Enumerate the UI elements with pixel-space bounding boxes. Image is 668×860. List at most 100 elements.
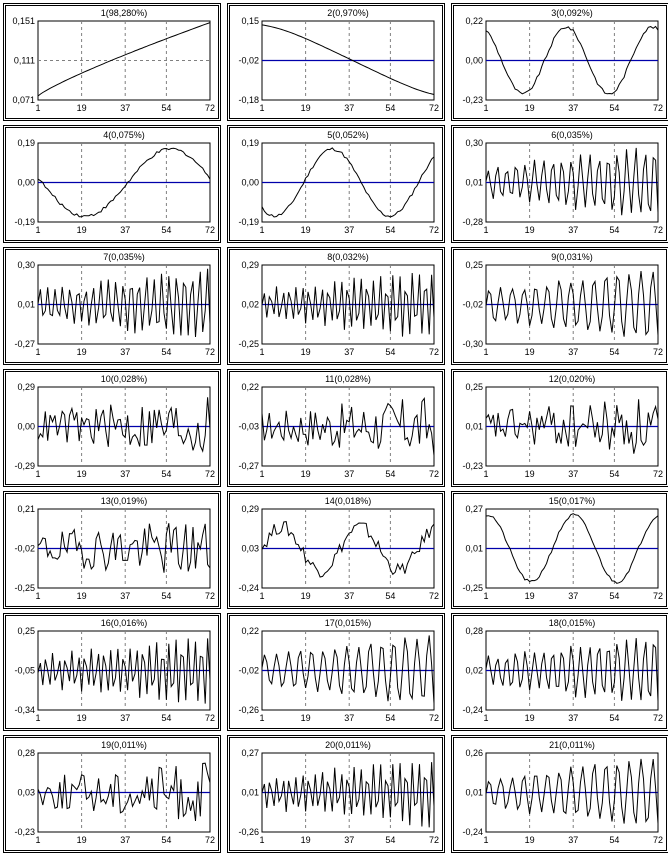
x-tick-label: 54 — [385, 835, 395, 845]
chart-title: 9(0,031%) — [551, 252, 593, 262]
x-tick-label: 37 — [120, 835, 130, 845]
chart-panel: 12(0,020%) 0,25 0,01 -0,23 1 19 37 54 72 — [451, 369, 668, 487]
y-tick-label: 0,01 — [465, 422, 483, 432]
chart-title: 5(0,052%) — [327, 130, 369, 140]
x-tick-label: 54 — [385, 591, 395, 601]
x-tick-label: 72 — [429, 347, 439, 357]
chart-svg: 7(0,035%) 0,30 0,01 -0,271 19 37 54 72 — [14, 252, 215, 357]
chart-svg: 11(0,028%) 0,22 -0,03 -0,271 19 37 54 72 — [238, 374, 439, 479]
x-tick-label: 1 — [483, 469, 488, 479]
x-tick-label: 54 — [609, 835, 619, 845]
x-tick-label: 72 — [429, 225, 439, 235]
chart-panel: 10(0,028%) 0,29 0,00 -0,29 1 19 37 54 72 — [3, 369, 221, 487]
x-tick-label: 72 — [429, 591, 439, 601]
x-tick-label: 1 — [259, 713, 264, 723]
y-tick-label: 0,28 — [465, 626, 483, 636]
x-tick-label: 54 — [609, 591, 619, 601]
x-tick-label: 19 — [525, 835, 535, 845]
y-tick-label: 0,03 — [17, 788, 35, 798]
x-tick-label: 19 — [301, 225, 311, 235]
y-tick-label: 0,03 — [241, 544, 259, 554]
x-tick-label: 37 — [344, 103, 354, 113]
y-tick-label: 0,30 — [465, 138, 483, 148]
x-tick-label: 19 — [77, 713, 87, 723]
y-tick-label: -0,34 — [14, 705, 35, 715]
x-tick-label: 37 — [568, 469, 578, 479]
chart-title: 6(0,035%) — [551, 130, 593, 140]
series-line — [261, 762, 435, 828]
x-tick-label: 54 — [609, 713, 619, 723]
x-tick-label: 1 — [259, 347, 264, 357]
x-tick-label: 72 — [653, 591, 663, 601]
chart-svg: 17(0,015%) 0,22 -0,02 -0,261 19 37 54 72 — [238, 618, 439, 723]
y-tick-label: -0,28 — [462, 217, 483, 227]
x-tick-label: 54 — [161, 835, 171, 845]
series-line — [261, 635, 435, 704]
x-tick-label: 37 — [568, 835, 578, 845]
x-tick-label: 54 — [161, 713, 171, 723]
chart-title: 7(0,035%) — [103, 252, 145, 262]
chart-panel: 6(0,035%) 0,30 0,01 -0,28 1 19 37 54 72 — [451, 125, 668, 243]
y-tick-label: 0,151 — [12, 16, 35, 26]
y-tick-label: -0,23 — [462, 461, 483, 471]
y-tick-label: 0,00 — [241, 178, 259, 188]
chart-panel: 19(0,011%) 0,28 0,03 -0,23 1 19 37 54 72 — [3, 735, 221, 853]
y-tick-label: -0,25 — [14, 583, 35, 593]
chart-title: 14(0,018%) — [325, 496, 372, 506]
x-tick-label: 37 — [120, 591, 130, 601]
x-tick-label: 37 — [120, 103, 130, 113]
x-tick-label: 72 — [205, 835, 215, 845]
x-tick-label: 54 — [161, 469, 171, 479]
y-tick-label: -0,19 — [238, 217, 259, 227]
series-line — [261, 147, 435, 218]
x-tick-label: 19 — [77, 469, 87, 479]
chart-panel: 18(0,015%) 0,28 0,02 -0,24 1 19 37 54 72 — [451, 613, 668, 731]
y-tick-label: 0,25 — [17, 626, 35, 636]
x-tick-label: 37 — [568, 103, 578, 113]
y-tick-label: 0,02 — [465, 666, 483, 676]
chart-panel: 8(0,032%) 0,29 0,02 -0,25 1 19 37 54 72 — [227, 247, 445, 365]
x-tick-label: 72 — [653, 469, 663, 479]
x-tick-label: 19 — [525, 591, 535, 601]
x-tick-label: 37 — [120, 469, 130, 479]
y-tick-label: 0,00 — [17, 422, 35, 432]
x-tick-label: 19 — [525, 225, 535, 235]
series-line — [37, 22, 211, 97]
chart-title: 11(0,028%) — [325, 374, 371, 384]
x-tick-label: 1 — [259, 469, 264, 479]
chart-panel: 9(0,031%) 0,25 -0,02 -0,30 1 19 37 54 72 — [451, 247, 668, 365]
x-tick-label: 19 — [77, 835, 87, 845]
x-tick-label: 19 — [301, 591, 311, 601]
x-tick-label: 72 — [653, 225, 663, 235]
x-tick-label: 1 — [35, 591, 40, 601]
chart-panel: 14(0,018%) 0,29 0,03 -0,24 1 19 37 54 72 — [227, 491, 445, 609]
chart-title: 20(0,011%) — [325, 740, 371, 750]
x-tick-label: 1 — [259, 103, 264, 113]
x-tick-label: 19 — [301, 713, 311, 723]
x-tick-label: 37 — [568, 347, 578, 357]
x-tick-label: 1 — [259, 835, 264, 845]
x-tick-label: 19 — [301, 469, 311, 479]
x-tick-label: 54 — [609, 103, 619, 113]
y-tick-label: -0,18 — [238, 95, 259, 105]
y-tick-label: 0,01 — [241, 788, 259, 798]
x-tick-label: 1 — [35, 103, 40, 113]
x-tick-label: 37 — [344, 347, 354, 357]
x-tick-label: 1 — [483, 347, 488, 357]
x-tick-label: 37 — [344, 835, 354, 845]
chart-panel: 3(0,092%) 0,22 0,00 -0,23 1 19 37 54 72 — [451, 3, 668, 121]
y-tick-label: 0,27 — [241, 748, 259, 758]
series-line — [485, 270, 659, 337]
y-tick-label: -0,26 — [238, 827, 259, 837]
y-tick-label: -0,19 — [14, 217, 35, 227]
x-tick-label: 19 — [525, 103, 535, 113]
x-tick-label: 37 — [344, 225, 354, 235]
series-line — [485, 638, 659, 702]
y-tick-label: 0,28 — [17, 748, 35, 758]
chart-title: 3(0,092%) — [551, 8, 593, 18]
y-tick-label: 0,01 — [465, 788, 483, 798]
chart-panel: 15(0,017%) 0,27 0,01 -0,25 1 19 37 54 72 — [451, 491, 668, 609]
y-tick-label: 0,071 — [12, 95, 35, 105]
x-tick-label: 54 — [161, 225, 171, 235]
